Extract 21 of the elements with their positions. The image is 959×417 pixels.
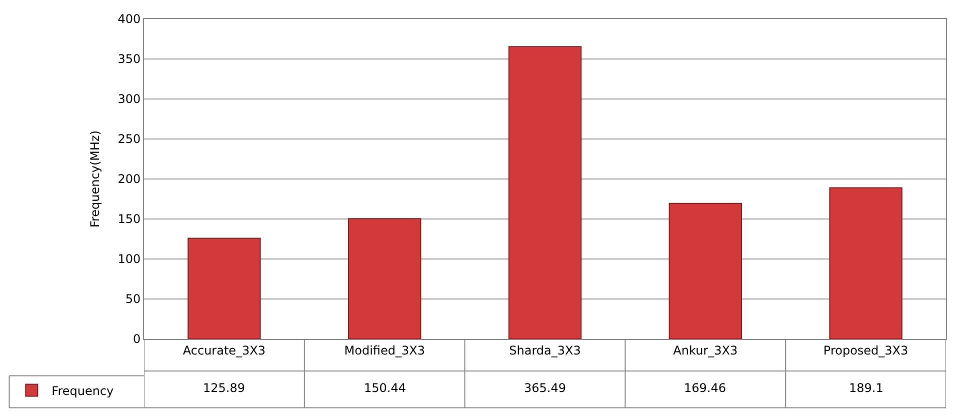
y-tick-label: 300 (118, 92, 141, 106)
x-tick-label: Modified_3X3 (344, 343, 425, 358)
y-axis-title: Frequency(MHz) (88, 130, 102, 228)
x-tick-label: Accurate_3X3 (182, 343, 266, 358)
y-tick-label: 200 (118, 172, 141, 186)
data-label: 169.46 (684, 381, 726, 395)
y-tick-label: 50 (125, 292, 141, 306)
data-label: 189.1 (849, 381, 884, 395)
x-tick-label: Proposed_3X3 (823, 343, 908, 358)
data-label: 150.44 (364, 381, 406, 395)
y-tick-label: 0 (132, 332, 141, 346)
data-label: 125.89 (203, 381, 245, 395)
data-label: 365.49 (524, 381, 566, 395)
y-tick-label: 100 (118, 252, 141, 266)
y-tick-label: 350 (118, 52, 141, 66)
x-tick-label: Ankur_3X3 (673, 343, 738, 358)
y-tick-label: 150 (118, 212, 141, 226)
y-tick-label: 250 (118, 132, 141, 146)
y-tick-label: 400 (118, 12, 141, 26)
x-tick-label: Sharda_3X3 (509, 343, 581, 358)
legend-label: Frequency (52, 384, 114, 398)
